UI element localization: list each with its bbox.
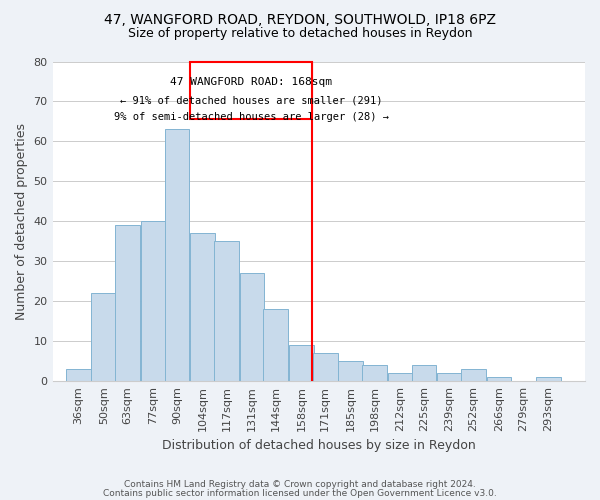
Bar <box>487 377 511 381</box>
Bar <box>115 226 140 381</box>
Bar <box>190 234 215 381</box>
Bar <box>66 369 91 381</box>
FancyBboxPatch shape <box>190 62 313 120</box>
Text: 47 WANGFORD ROAD: 168sqm: 47 WANGFORD ROAD: 168sqm <box>170 78 332 88</box>
Text: Size of property relative to detached houses in Reydon: Size of property relative to detached ho… <box>128 28 472 40</box>
Bar <box>239 274 265 381</box>
Bar <box>289 345 314 381</box>
Bar <box>91 294 116 381</box>
Bar <box>362 365 387 381</box>
Bar <box>164 130 190 381</box>
Bar <box>313 353 338 381</box>
Bar <box>338 361 363 381</box>
Text: ← 91% of detached houses are smaller (291): ← 91% of detached houses are smaller (29… <box>120 96 382 106</box>
Bar <box>536 377 561 381</box>
Y-axis label: Number of detached properties: Number of detached properties <box>15 123 28 320</box>
Bar <box>141 222 166 381</box>
X-axis label: Distribution of detached houses by size in Reydon: Distribution of detached houses by size … <box>162 440 476 452</box>
Bar <box>461 369 486 381</box>
Bar <box>263 310 288 381</box>
Bar <box>214 242 239 381</box>
Bar <box>388 373 413 381</box>
Text: 9% of semi-detached houses are larger (28) →: 9% of semi-detached houses are larger (2… <box>113 112 389 122</box>
Text: Contains public sector information licensed under the Open Government Licence v3: Contains public sector information licen… <box>103 488 497 498</box>
Text: 47, WANGFORD ROAD, REYDON, SOUTHWOLD, IP18 6PZ: 47, WANGFORD ROAD, REYDON, SOUTHWOLD, IP… <box>104 12 496 26</box>
Bar <box>412 365 436 381</box>
Text: Contains HM Land Registry data © Crown copyright and database right 2024.: Contains HM Land Registry data © Crown c… <box>124 480 476 489</box>
Bar <box>437 373 462 381</box>
